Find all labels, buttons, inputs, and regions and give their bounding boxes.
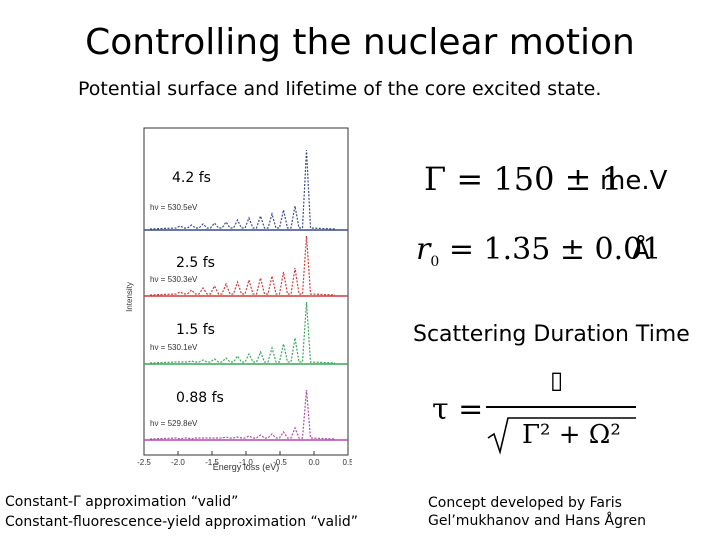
footer-right: Concept developed by Faris Gel’mukhanov … xyxy=(428,494,646,530)
tau-fraction-svg xyxy=(486,406,636,455)
sqrt-sign xyxy=(487,417,636,455)
spectrum-trace xyxy=(149,149,336,230)
gamma-unit: me.V xyxy=(600,166,668,196)
r0-subscript: 0 xyxy=(430,254,440,270)
x-tick-label: 0.5 xyxy=(342,458,352,467)
footer-left: Constant-Γ approximation “valid” Constan… xyxy=(5,492,358,532)
r0-unit: Å xyxy=(632,236,650,266)
photon-energy-label: hν = 530.3eV xyxy=(150,275,198,284)
scattering-duration-label: Scattering Duration Time xyxy=(413,322,690,347)
gamma-symbol: Γ xyxy=(424,160,447,198)
tau-symbol: τ = xyxy=(432,392,484,427)
x-tick-label: -1.0 xyxy=(239,458,253,467)
x-tick-label: -1.5 xyxy=(205,458,219,467)
spectra-svg: Intensity Energy loss (eV) -2.5 -2.0 -1.5-… xyxy=(125,127,354,472)
r0-formula: r0 = 1.35 ± 0.01 xyxy=(416,232,661,270)
tau-numerator: ▯ xyxy=(550,366,564,394)
x-tick-labels: -2.5 -2.0 -1.5 -1.0 -0.5 0.0 0.5 xyxy=(137,451,354,467)
x-tick-label: -2.5 xyxy=(137,458,151,467)
duration-label-2: 2.5 fs xyxy=(176,255,215,271)
y-axis-label: Intensity xyxy=(125,282,134,312)
tau-denominator: Γ² + Ω² xyxy=(522,420,621,450)
x-axis-label: Energy loss (eV) xyxy=(213,462,280,472)
x-tick-label: 0.0 xyxy=(308,458,320,467)
spectrum-trace xyxy=(149,301,336,364)
r0-symbol: r xyxy=(416,232,431,267)
footer-left-line2: Constant-fluorescence-yield approximatio… xyxy=(5,514,359,530)
duration-label-1: 4.2 fs xyxy=(172,170,211,186)
slide-subtitle: Potential surface and lifetime of the co… xyxy=(78,78,602,100)
gamma-value: = 150 ± 1 xyxy=(456,160,622,198)
duration-label-4: 0.88 fs xyxy=(176,390,224,406)
spectrum-trace xyxy=(149,389,336,440)
x-tick-label: -0.5 xyxy=(273,458,287,467)
duration-label-3: 1.5 fs xyxy=(176,322,215,338)
footer-left-line1: Constant-Γ approximation “valid” xyxy=(5,494,239,510)
slide-title: Controlling the nuclear motion xyxy=(85,22,635,63)
r0-value: = 1.35 ± 0.01 xyxy=(448,232,662,267)
photon-energy-label: hν = 530.5eV xyxy=(150,203,198,212)
x-tick-label: -2.0 xyxy=(171,458,185,467)
photon-energy-label: hν = 530.1eV xyxy=(150,343,198,352)
trace-group: hν = 530.5eV hν = 530.3eV hν = 530.1eV hν =… xyxy=(144,149,348,441)
footer-right-line2: Gel’mukhanov and Hans Ågren xyxy=(428,513,646,529)
photon-energy-label: hν = 529.8eV xyxy=(150,419,198,428)
gamma-formula: Γ = 150 ± 1 xyxy=(424,160,622,198)
spectra-plot: Intensity Energy loss (eV) -2.5 -2.0 -1.5-… xyxy=(120,122,354,472)
spectrum-trace xyxy=(149,235,336,296)
footer-right-line1: Concept developed by Faris xyxy=(428,495,622,511)
